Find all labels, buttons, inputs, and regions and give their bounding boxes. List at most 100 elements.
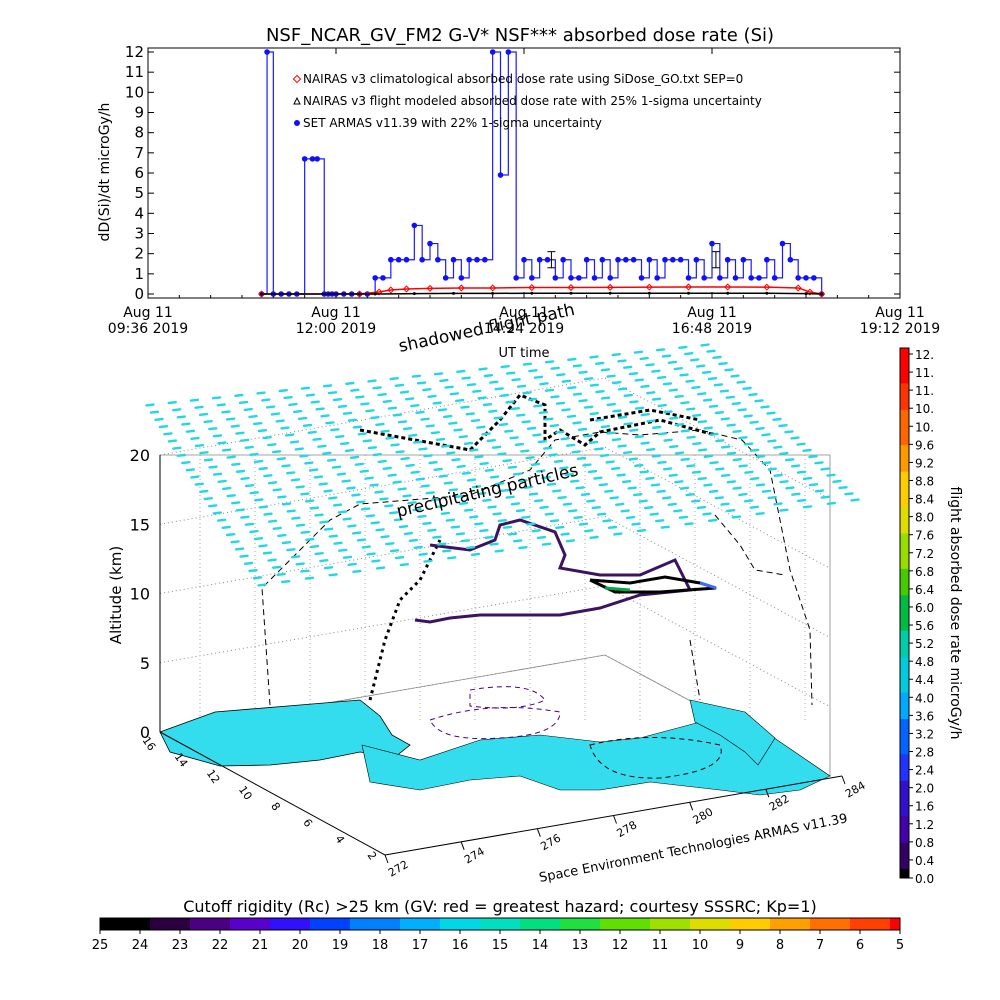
particle-marker <box>370 521 380 525</box>
particle-marker <box>398 525 409 529</box>
particle-marker <box>651 369 661 373</box>
particle-marker <box>725 395 736 399</box>
particle-marker <box>413 545 423 549</box>
particle-marker <box>437 408 448 412</box>
particle-marker <box>600 396 611 400</box>
dose-colorbar-cell <box>900 666 909 676</box>
rigidity-colorbar-cell <box>790 918 801 930</box>
z-axis-label: Altitude (km) <box>107 546 125 644</box>
dose-colorbar-cell <box>900 789 909 799</box>
armas-point <box>442 275 449 281</box>
particle-marker <box>790 436 800 440</box>
armas-point <box>677 256 684 263</box>
particle-marker <box>712 355 722 359</box>
particle-marker <box>577 427 588 431</box>
dose-colorbar-tick-label: 4.4 <box>915 673 934 687</box>
x-tick-label-time: 16:48 2019 <box>672 321 752 337</box>
particle-marker <box>190 436 200 440</box>
particle-marker <box>430 431 441 435</box>
particle-marker <box>606 374 616 378</box>
y-tick-label: 4 <box>134 204 144 222</box>
particle-marker <box>534 499 544 503</box>
particle-marker <box>332 503 343 507</box>
particle-marker <box>714 496 725 500</box>
particle-marker <box>504 429 514 433</box>
dose-colorbar-cell <box>900 604 909 614</box>
particle-marker <box>415 477 425 481</box>
rigidity-colorbar-tick-label: 23 <box>172 938 189 953</box>
particle-marker <box>442 414 453 419</box>
particle-marker <box>669 416 679 420</box>
series-group <box>258 49 826 298</box>
particle-marker <box>252 576 263 580</box>
particle-marker <box>594 447 604 451</box>
particle-marker <box>850 498 860 502</box>
particle-marker <box>469 515 479 519</box>
particle-marker <box>669 445 679 449</box>
particle-marker <box>487 505 497 509</box>
particle-marker <box>536 535 547 540</box>
rigidity-colorbar-cell <box>500 918 511 930</box>
particle-marker <box>560 437 570 441</box>
particle-marker <box>158 425 169 429</box>
particle-marker <box>347 418 358 422</box>
particle-marker <box>323 527 334 531</box>
particle-marker <box>684 522 694 526</box>
particle-marker <box>838 486 848 490</box>
particle-marker <box>342 555 353 559</box>
armas-point <box>411 222 418 229</box>
particle-marker <box>743 414 753 418</box>
particle-marker <box>516 384 527 388</box>
particle-marker <box>319 520 329 524</box>
particle-marker <box>235 508 246 512</box>
particle-marker <box>708 404 719 408</box>
particle-marker <box>750 477 760 481</box>
particle-marker <box>620 509 630 513</box>
particle-marker <box>656 489 666 493</box>
armas-point <box>764 256 770 263</box>
y-tick-label: 1 <box>134 265 144 283</box>
rigidity-colorbar-cell <box>820 918 831 930</box>
particle-marker <box>495 482 505 486</box>
particle-marker <box>583 405 594 409</box>
flight-path-upper <box>414 518 693 624</box>
rigidity-colorbar-cell <box>630 918 641 930</box>
armas-point <box>482 256 488 263</box>
rigidity-colorbar-cell <box>850 918 861 930</box>
dose-colorbar-tick-label: 11. <box>915 384 934 398</box>
particle-marker <box>463 441 474 445</box>
particle-marker <box>572 392 583 396</box>
x-axis-label: UT time <box>499 346 550 361</box>
rigidity-colorbar-cell <box>150 918 161 930</box>
particle-marker <box>449 392 460 396</box>
particle-marker <box>494 549 504 553</box>
particle-marker <box>360 507 371 511</box>
dose-colorbar-tick-label: 4.8 <box>915 655 934 669</box>
particle-marker <box>465 545 476 550</box>
particle-marker <box>498 422 509 427</box>
particle-marker <box>621 479 632 484</box>
rigidity-colorbar-tick-label: 12 <box>612 938 629 953</box>
particle-marker <box>584 377 594 381</box>
particle-marker <box>611 353 621 357</box>
particle-marker <box>350 388 360 392</box>
particle-marker <box>305 393 316 397</box>
particle-marker <box>785 458 795 462</box>
particle-marker <box>331 465 342 469</box>
particle-marker <box>760 405 770 409</box>
particle-marker <box>471 485 482 489</box>
particle-marker <box>422 388 432 392</box>
rigidity-colorbar-cell <box>310 918 321 930</box>
particle-marker <box>314 551 324 556</box>
armas-point <box>505 49 512 55</box>
particle-marker <box>500 365 510 369</box>
dose-colorbar-cell <box>900 710 909 720</box>
rigidity-colorbar-tick-label: 17 <box>412 938 429 953</box>
particle-marker <box>701 370 712 374</box>
particle-marker <box>444 385 454 389</box>
particle-marker <box>172 408 182 412</box>
nairas-climatological-point <box>606 283 614 291</box>
nairas-flight-point <box>608 291 612 295</box>
dose-colorbar-cell <box>900 701 909 711</box>
particle-marker <box>262 551 273 555</box>
